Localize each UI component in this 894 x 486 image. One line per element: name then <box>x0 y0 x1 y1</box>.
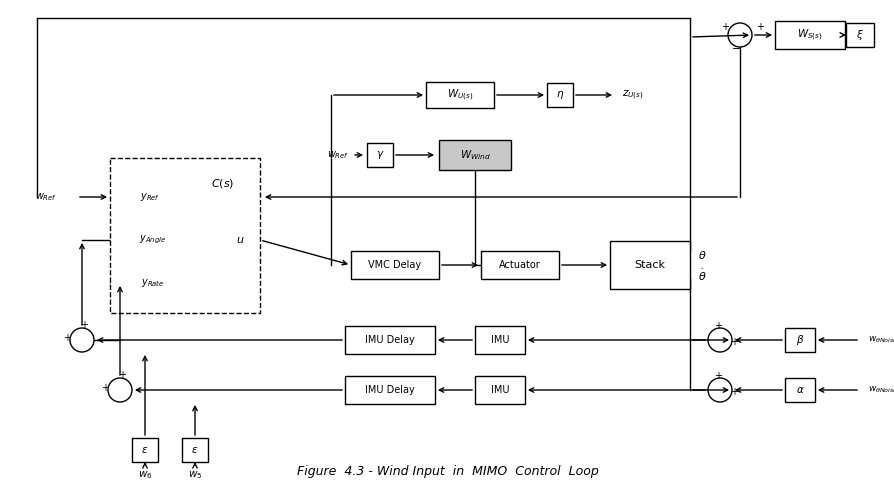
Text: $\varepsilon$: $\varepsilon$ <box>141 445 148 455</box>
Text: +: + <box>730 387 738 397</box>
Bar <box>480 251 559 279</box>
Text: +: + <box>80 320 88 330</box>
Text: $y_{Rate}$: $y_{Rate}$ <box>141 277 164 289</box>
Text: $y_{Angle}$: $y_{Angle}$ <box>139 234 166 246</box>
Bar <box>475 326 525 354</box>
Bar <box>131 438 158 462</box>
Text: $u$: $u$ <box>235 235 244 245</box>
Text: +: + <box>118 370 126 380</box>
Text: +: + <box>101 383 109 393</box>
Text: IMU Delay: IMU Delay <box>365 335 415 345</box>
Bar <box>610 241 689 289</box>
Text: $w_{Ref}$: $w_{Ref}$ <box>326 149 349 161</box>
Bar <box>344 326 434 354</box>
Text: $z_{U(s)}$: $z_{U(s)}$ <box>621 88 643 102</box>
Bar <box>367 143 392 167</box>
Text: Actuator: Actuator <box>499 260 540 270</box>
Text: $\eta$: $\eta$ <box>555 89 563 101</box>
Bar <box>181 438 207 462</box>
Text: $\theta$: $\theta$ <box>697 249 705 261</box>
Text: $w_6$: $w_6$ <box>138 469 152 481</box>
Bar <box>110 157 260 312</box>
Text: $w_{\theta Noise}$: $w_{\theta Noise}$ <box>867 385 894 395</box>
Bar <box>784 378 814 402</box>
Text: $w_5$: $w_5$ <box>188 469 202 481</box>
Text: $y_{Ref}$: $y_{Ref}$ <box>139 191 160 203</box>
Text: +: + <box>755 22 763 32</box>
Circle shape <box>707 378 731 402</box>
Bar <box>784 328 814 352</box>
Bar <box>439 140 510 170</box>
Text: Figure  4.3 - Wind Input  in  MIMO  Control  Loop: Figure 4.3 - Wind Input in MIMO Control … <box>296 465 598 478</box>
Text: $w_{\theta Noise}$: $w_{\theta Noise}$ <box>867 335 894 345</box>
Text: $\varepsilon$: $\varepsilon$ <box>191 445 198 455</box>
Circle shape <box>70 328 94 352</box>
Text: Stack: Stack <box>634 260 665 270</box>
Text: $\gamma$: $\gamma$ <box>375 149 384 161</box>
Text: $\xi$: $\xi$ <box>855 28 863 42</box>
Text: $C(s)$: $C(s)$ <box>211 176 234 190</box>
Text: +: + <box>721 22 729 32</box>
Text: $\alpha$: $\alpha$ <box>795 385 804 395</box>
Text: IMU Delay: IMU Delay <box>365 385 415 395</box>
Bar <box>774 21 844 49</box>
Circle shape <box>727 23 751 47</box>
Bar <box>845 23 873 47</box>
Text: VMC Delay: VMC Delay <box>368 260 421 270</box>
Text: +: + <box>63 333 71 343</box>
Text: $\dot\theta$: $\dot\theta$ <box>697 267 705 283</box>
Text: +: + <box>713 321 721 331</box>
Bar <box>350 251 439 279</box>
Text: +: + <box>713 371 721 381</box>
Circle shape <box>108 378 131 402</box>
Text: $\beta$: $\beta$ <box>795 333 803 347</box>
Text: $W_{Wind}$: $W_{Wind}$ <box>460 148 490 162</box>
Text: +: + <box>730 337 738 347</box>
Text: $W_{U(s)}$: $W_{U(s)}$ <box>446 87 473 103</box>
Circle shape <box>707 328 731 352</box>
Text: IMU: IMU <box>490 385 509 395</box>
Text: $W_{S(s)}$: $W_{S(s)}$ <box>797 27 822 43</box>
Bar <box>344 376 434 404</box>
Text: IMU: IMU <box>490 335 509 345</box>
Text: $w_{Ref}$: $w_{Ref}$ <box>35 191 57 203</box>
Text: −: − <box>731 44 741 54</box>
Bar <box>475 376 525 404</box>
Bar <box>426 82 493 108</box>
Bar <box>546 83 572 107</box>
